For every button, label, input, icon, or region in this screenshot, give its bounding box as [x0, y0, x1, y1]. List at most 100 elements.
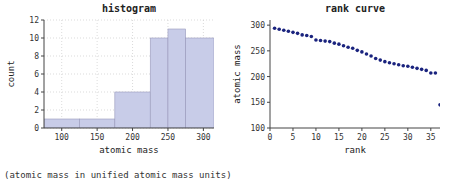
x-tick — [361, 128, 362, 131]
x-tick-label: 0 — [268, 133, 273, 142]
y-tick — [41, 56, 44, 57]
y-tick — [41, 92, 44, 93]
scatter-point — [365, 52, 369, 56]
y-tick — [41, 110, 44, 111]
x-tick-label: 100 — [54, 133, 69, 142]
scatter-point — [369, 54, 373, 58]
grid — [44, 20, 214, 128]
y-tick — [267, 76, 270, 77]
x-tick — [61, 128, 62, 131]
y-axis-line — [270, 20, 271, 128]
y-tick-label: 6 — [34, 70, 39, 79]
x-tick-label: 15 — [334, 133, 344, 142]
scatter-point — [438, 103, 440, 107]
scatter-point — [296, 32, 300, 36]
scatter-point — [337, 42, 341, 46]
x-tick — [167, 128, 168, 131]
scatter-point — [346, 45, 350, 49]
marks — [273, 26, 440, 106]
y-tick-label: 250 — [251, 47, 266, 56]
scatter-point — [374, 57, 378, 61]
x-tick-label: 20 — [357, 133, 367, 142]
y-tick — [41, 38, 44, 39]
x-axis-label: atomic mass — [99, 145, 159, 155]
chart-title: histogram — [102, 3, 156, 14]
y-tick-label: 8 — [34, 52, 39, 61]
scatter-point — [305, 34, 309, 38]
scatter-point — [323, 39, 327, 43]
figure: 100150200250300024681012histogramatomic … — [0, 0, 451, 184]
x-tick — [384, 128, 385, 131]
x-tick-label: 35 — [426, 133, 436, 142]
panel: 100150200250300024681012histogramatomic … — [6, 3, 214, 155]
x-tick-label: 150 — [90, 133, 105, 142]
scatter-point — [328, 40, 332, 44]
scatter-point — [300, 33, 304, 37]
scatter-point — [319, 39, 323, 43]
x-axis-line — [270, 128, 440, 129]
grid-line — [44, 128, 214, 129]
scatter-point — [282, 28, 286, 32]
histogram-bar — [115, 92, 150, 128]
x-tick-label: 5 — [291, 133, 296, 142]
histogram-bar — [44, 119, 79, 128]
scatter-point — [429, 71, 433, 75]
y-tick-label: 200 — [251, 73, 266, 82]
y-tick — [41, 20, 44, 21]
scatter-point — [420, 68, 424, 72]
histogram-bar — [186, 38, 214, 128]
y-tick-label: 10 — [29, 34, 39, 43]
marks — [44, 29, 214, 128]
x-tick — [407, 128, 408, 131]
y-tick-label: 150 — [251, 98, 266, 107]
x-tick — [315, 128, 316, 131]
histogram-bar — [150, 38, 168, 128]
caption: (atomic mass in unified atomic mass unit… — [4, 170, 232, 180]
x-axis-label: rank — [344, 145, 366, 155]
scatter-point — [333, 41, 337, 45]
x-tick — [292, 128, 293, 131]
scatter-point — [314, 38, 318, 42]
x-tick — [132, 128, 133, 131]
scatter-point — [277, 27, 281, 31]
y-tick-label: 12 — [29, 16, 39, 25]
scatter-point — [287, 30, 291, 34]
panel: 05101520253035100150200250300rank curver… — [232, 3, 442, 155]
scatter-point — [401, 64, 405, 68]
grid-line — [97, 20, 98, 128]
y-tick-label: 300 — [251, 21, 266, 30]
scatter-point — [383, 60, 387, 64]
scatter-point — [291, 31, 295, 35]
scatter-point — [378, 58, 382, 62]
x-tick — [97, 128, 98, 131]
histogram-bar — [79, 119, 114, 128]
y-axis-label: atomic mass — [232, 44, 242, 104]
y-tick-label: 0 — [34, 124, 39, 133]
y-tick-label: 100 — [251, 124, 266, 133]
x-tick-label: 200 — [125, 133, 140, 142]
scatter-point — [392, 62, 396, 66]
x-tick-label: 10 — [311, 133, 321, 142]
y-tick — [267, 50, 270, 51]
scatter-point — [310, 35, 314, 39]
scatter-point — [355, 49, 359, 53]
y-tick-label: 2 — [34, 106, 39, 115]
x-tick-label: 30 — [403, 133, 413, 142]
scatter-point — [411, 66, 415, 70]
scatter-point — [360, 50, 364, 54]
y-tick-label: 4 — [34, 88, 39, 97]
x-tick-label: 300 — [196, 133, 211, 142]
y-tick — [267, 128, 270, 129]
x-tick — [338, 128, 339, 131]
y-tick — [41, 74, 44, 75]
x-tick — [203, 128, 204, 131]
histogram-bar — [168, 29, 186, 128]
scatter-point — [397, 63, 401, 67]
scatter-point — [434, 71, 438, 75]
y-tick — [267, 25, 270, 26]
scatter-point — [415, 67, 419, 71]
scatter-point — [406, 64, 410, 68]
grid-line — [61, 20, 62, 128]
scatter-point — [273, 26, 277, 30]
y-tick — [41, 128, 44, 129]
